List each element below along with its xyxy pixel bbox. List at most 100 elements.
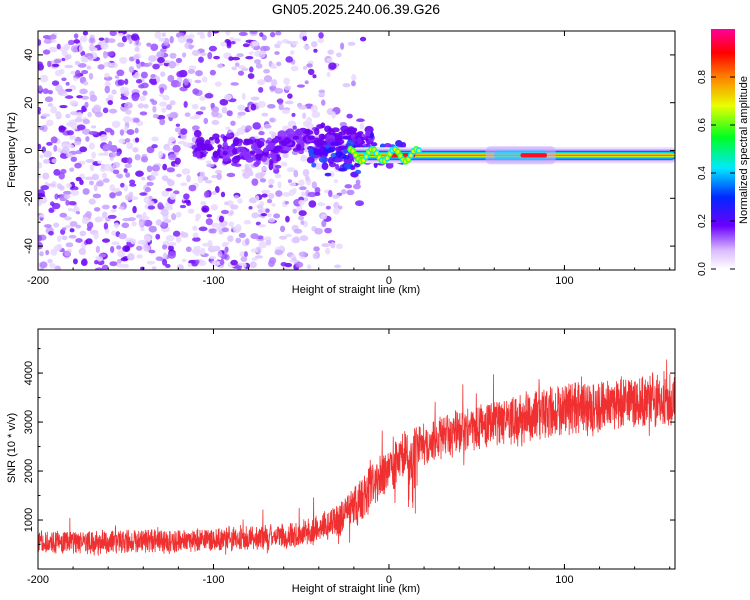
carrier-wiggle-core <box>385 156 389 160</box>
spectrogram-blob <box>38 85 43 92</box>
spectrogram-blob <box>304 175 310 182</box>
spectrogram-blob <box>259 50 267 55</box>
spectrogram-wobble-blob <box>384 143 392 148</box>
spectrogram-blob <box>111 89 117 95</box>
spectrogram-band-blob <box>271 154 277 162</box>
spectrogram-band-blob <box>253 149 263 154</box>
spectrogram-blob <box>172 230 181 237</box>
spectrogram-blob <box>291 112 296 117</box>
spectrogram-blob <box>225 126 231 130</box>
spectrogram-blob <box>88 142 95 150</box>
spectrogram-blob <box>66 183 72 188</box>
spectrogram-blob <box>263 75 273 83</box>
spectrogram-blob <box>128 191 134 199</box>
spectrogram-band-blob <box>265 139 270 144</box>
spectrogram-blob <box>120 96 129 100</box>
spectrogram-blob <box>242 43 250 48</box>
spectrogram-blob <box>129 183 137 187</box>
spectrogram-blob <box>267 104 276 109</box>
spectrogram-blob <box>50 136 58 144</box>
carrier-wiggle-core <box>396 149 400 154</box>
spectrogram-blob <box>79 88 88 95</box>
spectrogram-blob <box>53 244 63 252</box>
spectrogram-band-blob <box>233 137 240 146</box>
spectrogram-blob <box>298 104 307 110</box>
spectrogram-ylabel: Frequency (Hz) <box>6 112 18 188</box>
spectrogram-blob <box>207 52 213 60</box>
spectrogram-blob <box>70 45 80 53</box>
spectrogram-blob <box>94 267 104 270</box>
spectrogram-blob <box>125 237 134 243</box>
spectrogram-blob <box>65 54 72 60</box>
spectrogram-blob <box>217 250 223 258</box>
spectrogram-blob <box>211 222 221 228</box>
spectrogram-blob <box>75 176 82 182</box>
spectrogram-blob <box>110 209 117 213</box>
spectrogram-blob <box>75 224 82 229</box>
spectrogram-wobble-blob <box>342 154 350 160</box>
spectrogram-blob <box>237 111 246 116</box>
spectrogram-blob <box>97 160 102 164</box>
spectrogram-blob <box>138 221 144 227</box>
spectrogram-blob <box>78 247 87 256</box>
spectrogram-blob <box>161 222 167 228</box>
spectrogram-blob <box>295 261 304 268</box>
colorbar-label: Normalized spectral amplitude <box>738 76 750 224</box>
spectrogram-blob <box>134 137 140 143</box>
spectrogram-blob <box>255 195 260 202</box>
spectrogram-blob <box>237 104 246 111</box>
spectrogram-blob <box>79 230 87 237</box>
spectrogram-band-blob <box>280 140 288 147</box>
spectrogram-blob <box>111 187 121 193</box>
spectrogram-blob <box>226 110 233 117</box>
spectrogram-blob <box>98 37 105 41</box>
spectrogram-blob <box>243 219 252 225</box>
spectrogram-blob <box>292 125 297 130</box>
spectrogram-blob <box>191 50 201 56</box>
spectrogram-wobble-blob <box>352 137 357 143</box>
spectrogram-blob <box>64 250 71 257</box>
spectrogram-blob <box>283 77 291 85</box>
spectrogram-blob <box>293 169 299 178</box>
spectrogram-blob <box>151 136 159 142</box>
spectrogram-blob <box>107 94 114 101</box>
spectrogram-wobble-blob <box>308 147 314 155</box>
spectrogram-blob <box>109 261 118 267</box>
spectrogram-blob <box>259 201 265 207</box>
spectrogram-blob <box>90 125 97 129</box>
spectrogram-blob <box>359 36 367 42</box>
spectrogram-blob <box>124 163 132 168</box>
spectrogram-blob <box>65 81 70 86</box>
spectrogram-blob <box>42 88 49 94</box>
spectrogram-blob <box>317 38 325 44</box>
spectrogram-blob <box>134 127 139 134</box>
spectrogram-blob <box>91 151 96 159</box>
spectrogram-blob <box>150 73 156 78</box>
spectrogram-blob <box>260 212 268 217</box>
spectrogram-blob <box>203 190 210 198</box>
spectrogram-blob <box>38 39 42 46</box>
spectrogram-blob <box>75 238 83 243</box>
spectrogram-blob <box>92 193 102 199</box>
spectrogram-blob <box>47 259 53 264</box>
spectrogram-blob <box>353 183 361 190</box>
spectrogram-blob <box>63 194 71 199</box>
spectrogram-blob <box>302 65 307 70</box>
colorbar: 0.0 0.2 0.4 0.6 0.8 Normalized spectral ampl… <box>697 29 750 276</box>
spectrogram-blob <box>109 31 117 37</box>
spectrogram-blob <box>161 244 168 250</box>
spectrogram-blob <box>128 66 135 73</box>
spectrogram-blob <box>87 111 92 118</box>
spectrogram-blob <box>241 67 249 72</box>
spectrogram-blob <box>155 256 164 261</box>
spectrogram-blob <box>43 150 53 158</box>
spectrogram-blob <box>260 171 266 176</box>
spectrogram-blob <box>156 114 166 120</box>
spectrogram-blob <box>188 44 195 49</box>
spectrogram-blob <box>146 260 156 265</box>
spectrogram-blob <box>159 118 166 126</box>
spectrogram-band-blob <box>222 155 231 162</box>
spectrogram-blob <box>134 154 141 161</box>
